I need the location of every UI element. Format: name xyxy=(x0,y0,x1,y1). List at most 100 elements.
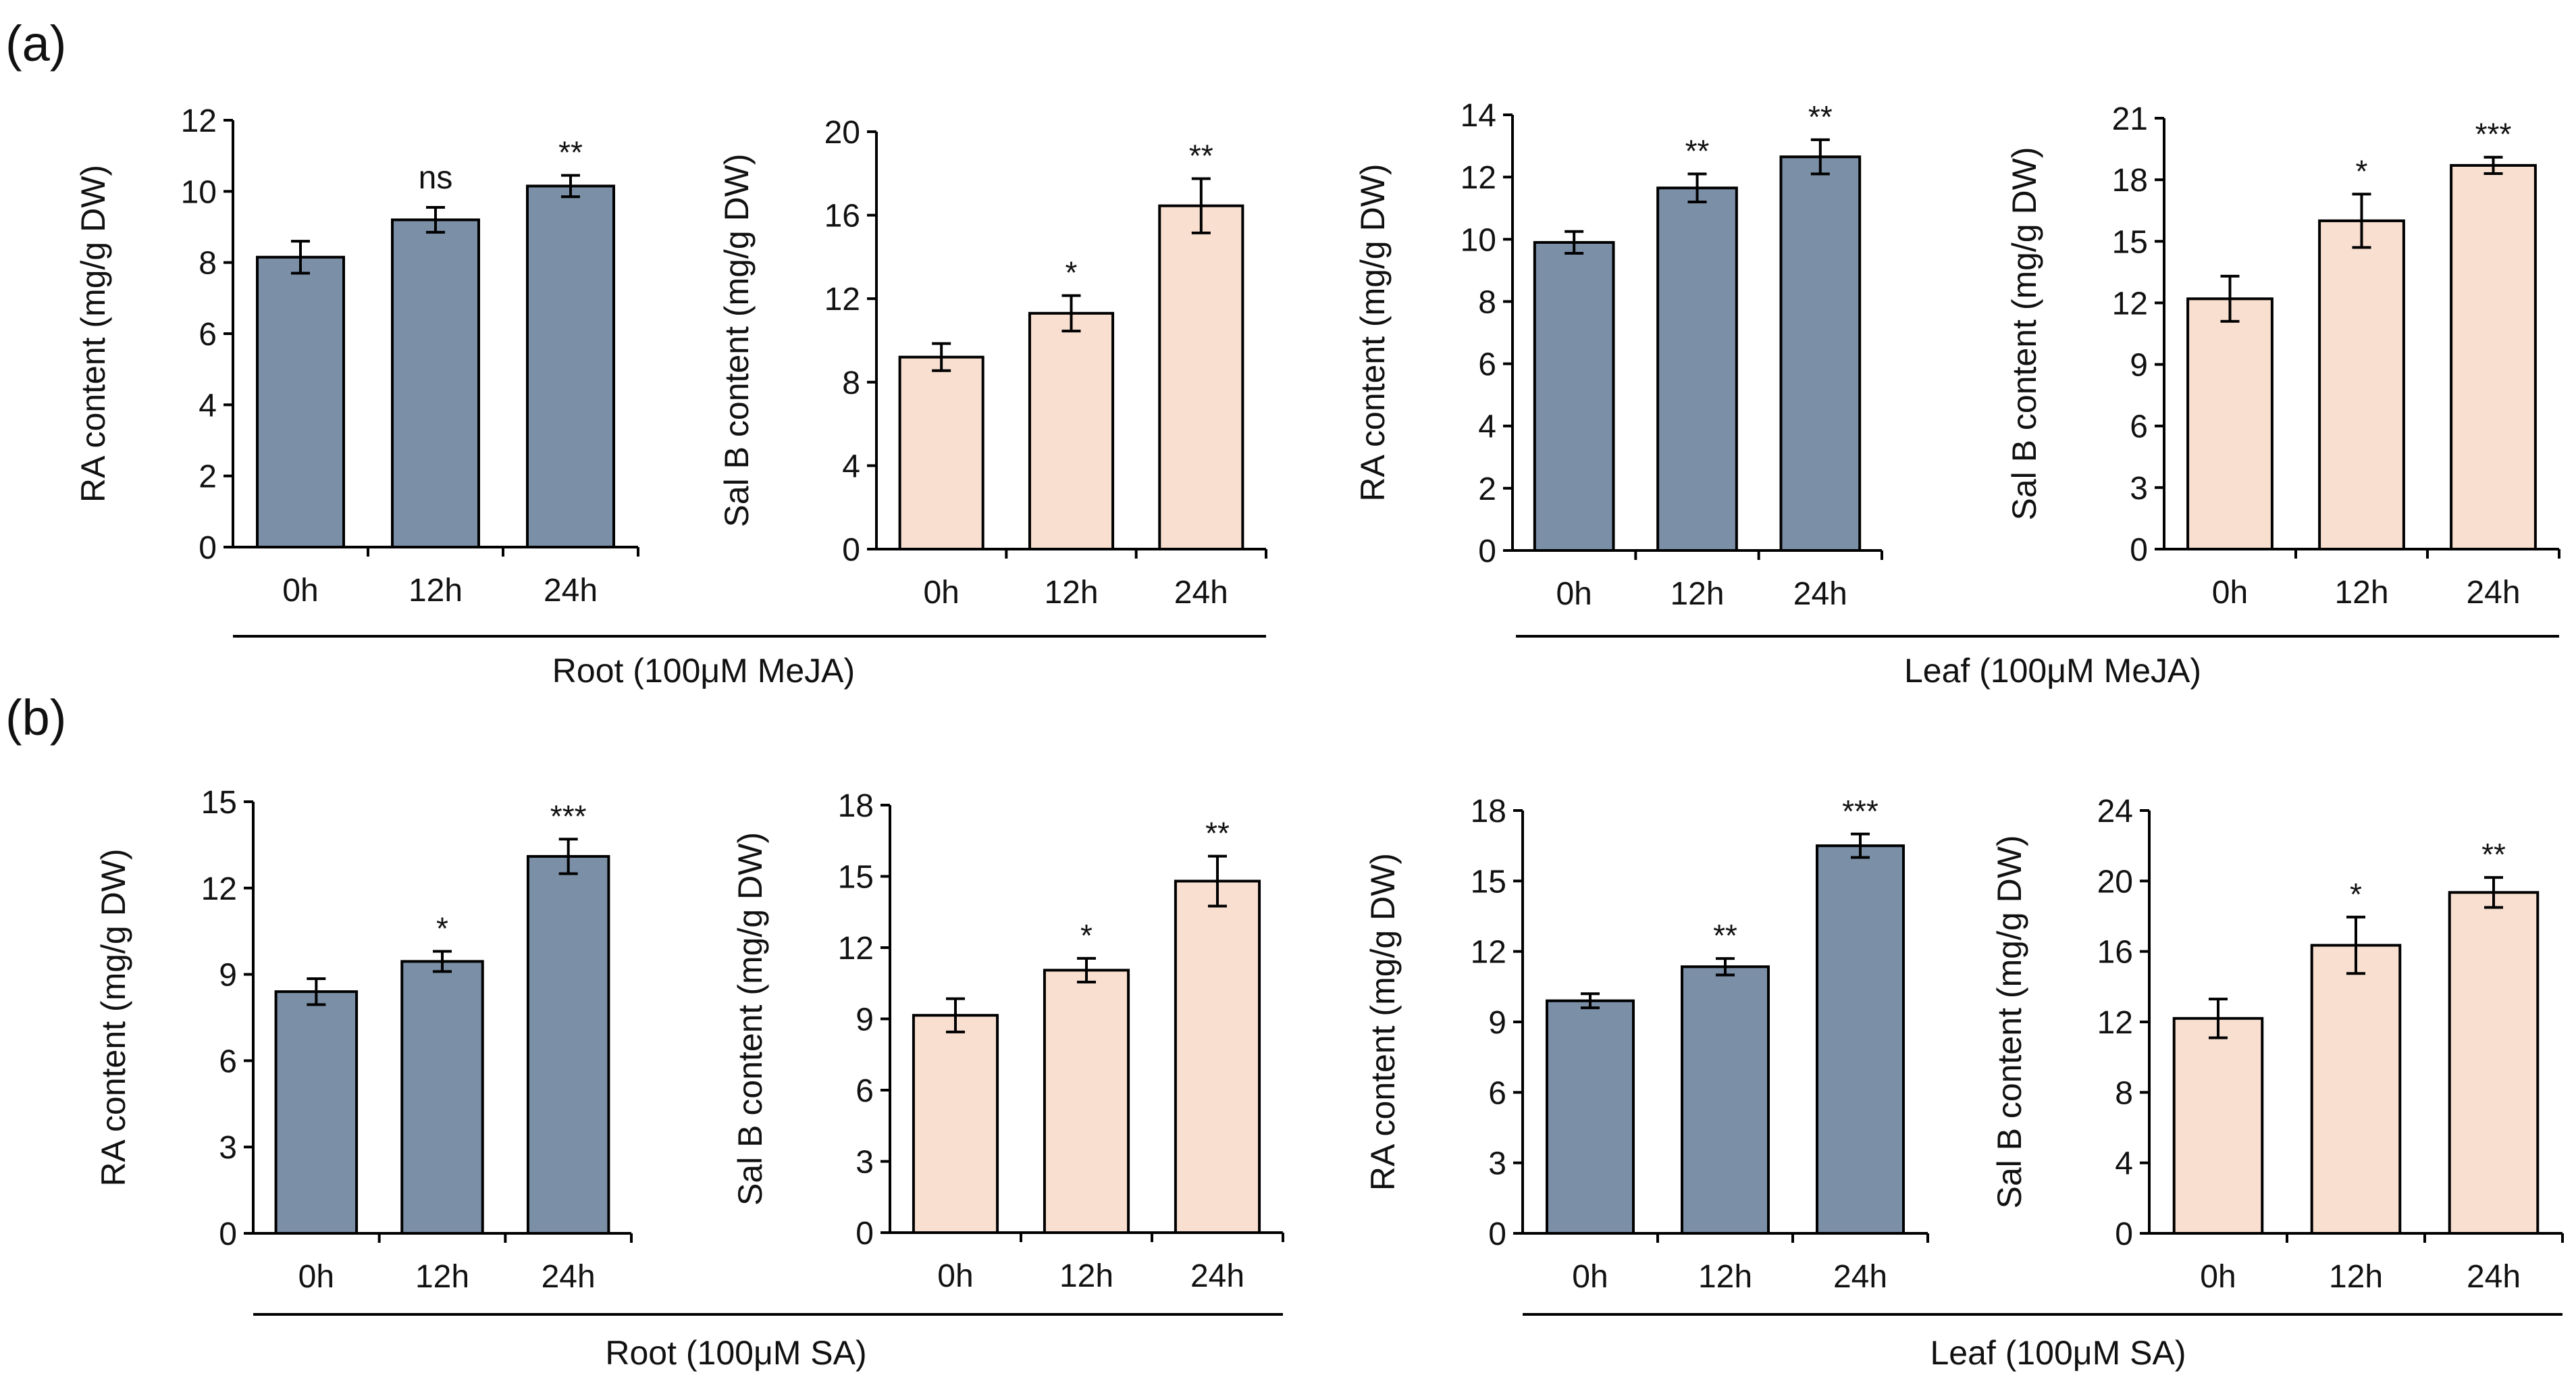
y-tick-label: 12 xyxy=(838,931,874,967)
category-label: 0h xyxy=(2212,575,2248,611)
y-tick-label: 24 xyxy=(2097,794,2133,829)
chart-b1: 0h * 12h *** 24h 0 3 6 9 12 15 RA content (mg/g DW) xyxy=(95,785,633,1295)
significance-label: *** xyxy=(1842,794,1878,829)
bar xyxy=(1546,999,1635,1235)
bar xyxy=(2450,163,2537,550)
significance-label: ** xyxy=(1205,816,1230,851)
y-tick-label: 2 xyxy=(199,459,217,495)
y-tick-label: 18 xyxy=(2112,163,2148,199)
y-tick-label: 12 xyxy=(201,871,237,907)
category-label: 24h xyxy=(2466,575,2520,611)
chart-a4: 0h * 12h *** 24h 0 3 6 9 12 15 18 21 Sal B content (m… xyxy=(2005,101,2560,611)
y-tick-label: 0 xyxy=(2130,532,2148,568)
y-tick-label: 8 xyxy=(842,365,860,401)
group-label-a-leaf: Leaf (100μM MeJA) xyxy=(1904,652,2201,690)
chart-b2: 0h * 12h ** 24h 0 3 6 9 12 15 18 Sal B content (mg/g… xyxy=(731,788,1284,1294)
y-tick-label: 0 xyxy=(842,532,860,568)
y-tick-label: 12 xyxy=(181,103,217,139)
bar xyxy=(2172,1017,2264,1235)
y-tick-label: 2 xyxy=(1478,471,1496,507)
y-tick-label: 12 xyxy=(1461,160,1496,196)
y-tick-label: 3 xyxy=(856,1145,874,1181)
category-label: 0h xyxy=(1556,576,1592,612)
bar xyxy=(2186,297,2273,550)
category-label: 0h xyxy=(937,1258,973,1294)
y-tick-label: 12 xyxy=(824,282,860,317)
significance-label: ns xyxy=(419,160,453,196)
y-tick-label: 3 xyxy=(2130,471,2148,507)
y-tick-label: 8 xyxy=(199,246,217,282)
significance-label: * xyxy=(1066,255,1078,290)
bar xyxy=(1043,969,1130,1234)
category-label: 24h xyxy=(1174,575,1228,611)
y-tick-label: 6 xyxy=(2130,409,2148,445)
y-tick-label: 4 xyxy=(199,388,217,423)
bar xyxy=(1028,311,1115,550)
y-tick-label: 18 xyxy=(838,788,874,824)
chart-a1: 0h ns 12h ** 24h 0 2 4 6 8 10 12 RA content (mg/g DW… xyxy=(74,103,639,609)
panel-label-a: (a) xyxy=(5,16,66,72)
category-label: 12h xyxy=(2329,1259,2383,1295)
significance-label: *** xyxy=(2475,117,2512,152)
significance-label: * xyxy=(436,911,448,946)
category-label: 24h xyxy=(544,573,598,609)
y-tick-label: 9 xyxy=(1488,1005,1506,1041)
bar xyxy=(1816,844,1905,1235)
group-label-a-root: Root (100μM MeJA) xyxy=(552,652,855,690)
bar xyxy=(526,854,610,1235)
y-tick-label: 6 xyxy=(199,317,217,353)
category-label: 0h xyxy=(923,575,959,611)
y-axis-title: Sal B content (mg/g DW) xyxy=(718,154,756,528)
y-axis-title: RA content (mg/g DW) xyxy=(95,848,132,1186)
significance-label: ** xyxy=(1189,138,1213,174)
y-tick-label: 9 xyxy=(2130,348,2148,384)
bar xyxy=(2318,219,2405,550)
category-label: 0h xyxy=(1572,1259,1608,1295)
category-label: 0h xyxy=(298,1259,334,1295)
category-label: 24h xyxy=(2467,1259,2521,1295)
y-tick-label: 12 xyxy=(1471,935,1506,971)
y-tick-label: 15 xyxy=(1471,864,1506,900)
y-tick-label: 9 xyxy=(219,958,237,994)
bar xyxy=(1779,155,1862,552)
group-label-b-root: Root (100μM SA) xyxy=(605,1334,866,1372)
y-tick-label: 0 xyxy=(219,1216,237,1252)
y-tick-label: 6 xyxy=(1488,1075,1506,1111)
bar xyxy=(898,355,984,550)
y-tick-label: 20 xyxy=(2097,864,2133,900)
chart-a3: 0h ** 12h ** 24h 0 2 4 6 8 10 12 14 RA content (mg/g … xyxy=(1354,98,1883,612)
category-label: 24h xyxy=(1190,1258,1244,1294)
y-tick-label: 6 xyxy=(856,1073,874,1109)
bar xyxy=(1681,965,1770,1235)
category-label: 12h xyxy=(1698,1259,1752,1295)
significance-label: * xyxy=(1080,918,1093,953)
category-label: 24h xyxy=(542,1259,596,1295)
group-label-b-leaf: Leaf (100μM SA) xyxy=(1930,1334,2186,1372)
category-label: 24h xyxy=(1833,1259,1887,1295)
y-axis-title: Sal B content (mg/g DW) xyxy=(2005,147,2043,521)
y-tick-label: 15 xyxy=(201,785,237,821)
bar xyxy=(1656,186,1738,552)
category-label: 0h xyxy=(2200,1259,2236,1295)
category-label: 12h xyxy=(409,573,463,609)
chart-b4: 0h * 12h ** 24h 0 4 8 12 16 20 24 Sal B content (mg/… xyxy=(1991,794,2564,1295)
y-tick-label: 15 xyxy=(838,860,874,896)
y-tick-label: 8 xyxy=(2115,1075,2133,1111)
y-tick-label: 0 xyxy=(2115,1216,2133,1252)
y-axis-title: RA content (mg/g DW) xyxy=(74,165,112,503)
y-tick-label: 8 xyxy=(1478,284,1496,320)
bar xyxy=(1533,240,1615,552)
y-tick-label: 16 xyxy=(2097,935,2133,971)
category-label: 24h xyxy=(1793,576,1847,612)
y-axis-title: RA content (mg/g DW) xyxy=(1354,163,1392,501)
y-tick-label: 21 xyxy=(2112,101,2148,137)
y-tick-label: 9 xyxy=(856,1002,874,1038)
chart-a2: 0h * 12h ** 24h 0 4 8 12 16 20 Sal B content (mg/g … xyxy=(718,115,1267,611)
bar xyxy=(912,1014,999,1234)
category-label: 12h xyxy=(2334,575,2388,611)
y-tick-label: 16 xyxy=(824,199,860,234)
y-tick-label: 20 xyxy=(824,115,860,151)
y-tick-label: 12 xyxy=(2112,286,2148,322)
significance-label: ** xyxy=(2481,837,2506,872)
